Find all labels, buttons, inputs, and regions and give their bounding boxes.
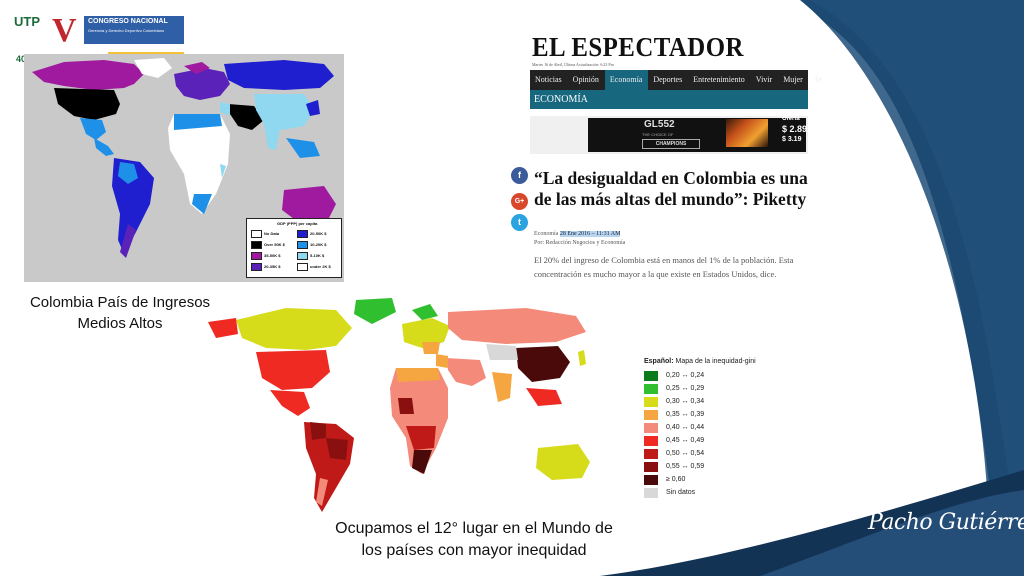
signature-text: Pacho Gutiérrez — [868, 510, 1024, 535]
gini-legend-item: 0,45 ↔ 0,49 — [644, 435, 704, 446]
facebook-share-icon[interactable]: f — [511, 167, 528, 184]
gini-legend-item: 0,40 ↔ 0,44 — [644, 422, 704, 433]
gdp-legend-item: 35-50K $ — [251, 251, 280, 260]
gdp-caption-line2: Medios Altos — [77, 315, 163, 332]
ad-offer: Oferta — [782, 116, 800, 122]
gini-legend-lang: Español: — [644, 358, 674, 365]
ad-price-2: $ 3.19 — [782, 136, 802, 143]
congress-logo: UTP V CONGRESO NACIONAL Gerencia y Derec… — [14, 12, 184, 64]
gini-legend-item: 0,55 ↔ 0,59 — [644, 461, 704, 472]
news-navbar: Noticias Opinión Economía Deportes Entre… — [530, 70, 822, 90]
twitter-share-icon[interactable]: t — [511, 214, 528, 231]
ad-tagline: THE CHOICE OF — [642, 132, 674, 137]
gdp-legend-item: Over 50K $ — [251, 240, 285, 249]
gdp-legend-item: 10-20K $ — [297, 240, 326, 249]
gdp-legend-item: 5-10K $ — [297, 251, 324, 260]
gdp-legend-item: 20-50K $ — [297, 229, 326, 238]
nav-item-mujer[interactable]: Mujer — [783, 75, 803, 84]
roman-numeral: V — [52, 12, 77, 49]
article-section-label: Economía — [534, 231, 559, 237]
gdp-legend-item: 20-35K $ — [251, 262, 280, 271]
nav-item-opinion[interactable]: Opinión — [572, 75, 599, 84]
congress-banner: CONGRESO NACIONAL Gerencia y Derecho Dep… — [84, 16, 184, 44]
section-bar: ECONOMÍA — [530, 90, 808, 109]
gdp-caption-line1: Colombia País de Ingresos — [29, 294, 211, 311]
ad-model: GL552 — [644, 119, 675, 130]
gdp-legend: GDP (PPP) per capita No Data 20-50K $ Ov… — [246, 218, 342, 278]
ad-image — [588, 118, 806, 152]
section-title: ECONOMÍA — [534, 94, 588, 105]
congress-subtitle: Gerencia y Derecho Deportivo Colombiano — [88, 28, 165, 33]
gini-legend-item: 0,35 ↔ 0,39 — [644, 409, 704, 420]
article-meta: Economía 28 Ene 2016 – 11:31 AM — [534, 231, 621, 237]
gdp-legend-item: No Data — [251, 229, 279, 238]
gini-legend-item: 0,50 ↔ 0,54 — [644, 448, 704, 459]
nav-item-deportes[interactable]: Deportes — [653, 75, 683, 84]
gini-legend-item: 0,25 ↔ 0,29 — [644, 383, 704, 394]
ad-badge: CHAMPIONS — [642, 139, 700, 149]
ad-price: $ 2.89 — [782, 124, 808, 134]
nav-item-entretenimiento[interactable]: Entretenimiento — [693, 75, 745, 84]
utp-logo: UTP — [14, 14, 40, 29]
author-signature: Pacho Gutiérrez — [868, 506, 1024, 554]
newspaper-masthead: EL ESPECTADOR — [532, 32, 744, 62]
article-headline: “La desigualdad en Colombia es una de la… — [534, 168, 808, 209]
article-byline: Por: Redacción Negocios y Economía — [534, 240, 626, 246]
nav-item-noticias[interactable]: Noticias — [535, 75, 562, 84]
gini-legend-title-text: Mapa de la inequidad-gini — [675, 358, 756, 365]
masthead-date: Martes 16 de Abril, Última Actualización… — [532, 62, 614, 67]
advertisement-banner[interactable]: GL552 THE CHOICE OF CHAMPIONS Oferta $ 2… — [530, 116, 808, 154]
nav-item-vivir[interactable]: Vivir — [755, 75, 773, 84]
gini-caption-line2: los países con mayor inequidad — [361, 542, 587, 559]
gini-legend-item: ≥ 0,60 — [644, 474, 685, 485]
article-date: 28 Ene 2016 – 11:31 AM — [559, 231, 621, 237]
gini-world-map — [186, 298, 638, 516]
gini-legend-item: 0,20 ↔ 0,24 — [644, 370, 704, 381]
gdp-legend-item: under 2K $ — [297, 262, 331, 271]
gini-caption-line1: Ocupamos el 12° lugar en el Mundo de — [335, 520, 613, 537]
gdp-legend-title: GDP (PPP) per capita — [277, 221, 318, 226]
congress-title: CONGRESO NACIONAL — [88, 18, 168, 25]
gini-caption: Ocupamos el 12° lugar en el Mundo de los… — [306, 518, 642, 562]
gdp-caption: Colombia País de Ingresos Medios Altos — [20, 292, 220, 334]
article-lead: El 20% del ingreso de Colombia está en m… — [534, 255, 794, 279]
news-article: EL ESPECTADOR Martes 16 de Abril, Última… — [511, 28, 822, 296]
gini-legend: Español: Mapa de la inequidad-gini 0,20 … — [640, 356, 766, 504]
nav-item-te[interactable]: Te — [813, 75, 822, 84]
ad-game-art — [726, 119, 768, 147]
nav-item-economia[interactable]: Economía — [604, 70, 649, 90]
gini-legend-item: 0,30 ↔ 0,34 — [644, 396, 704, 407]
googleplus-share-icon[interactable]: G+ — [511, 193, 528, 210]
gini-legend-title: Español: Mapa de la inequidad-gini — [644, 358, 756, 365]
gini-legend-item: Sin datos — [644, 487, 695, 498]
